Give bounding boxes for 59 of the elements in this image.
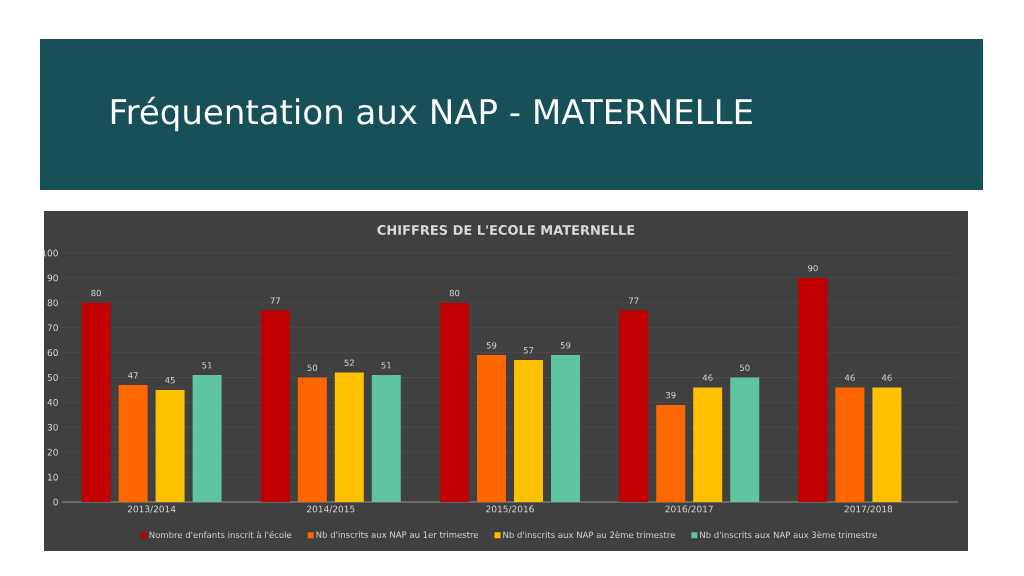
legend-label: Nb d'inscrits aux NAP au 2ème trimestre [503, 531, 675, 539]
data-label: 46 [881, 374, 892, 381]
data-label: 45 [165, 377, 175, 384]
x-tick-label: 2016/2017 [665, 505, 713, 514]
data-label: 50 [307, 364, 318, 371]
y-tick-label: 40 [47, 398, 58, 406]
y-tick-label: 90 [47, 274, 58, 282]
bar [334, 372, 364, 502]
x-tick-label: 2017/2018 [844, 505, 893, 514]
bar [260, 310, 290, 502]
x-tick-label: 2014/2015 [307, 505, 355, 514]
data-label: 80 [91, 289, 101, 297]
data-label: 59 [560, 342, 571, 349]
x-tick-label: 2013/2014 [127, 505, 176, 514]
bar [297, 377, 327, 502]
bar [619, 310, 649, 502]
bar [118, 384, 148, 502]
legend-label: Nb d'inscrits aux NAP au 1er trimestre [316, 531, 479, 538]
bar [371, 375, 401, 502]
data-label: 50 [739, 364, 750, 371]
bar [192, 375, 222, 502]
bar [514, 360, 544, 502]
bar [693, 387, 723, 502]
data-label: 59 [486, 342, 497, 349]
chart-title: Fréquentation aux NAP - MATERNELLE [111, 96, 752, 132]
data-label: 57 [523, 347, 534, 354]
data-label: 77 [628, 297, 639, 304]
legend-label: Nombre d'enfants inscrit à l'école [149, 531, 292, 539]
y-tick-label: 50 [47, 374, 58, 381]
y-tick-label: 60 [47, 349, 58, 356]
data-label: 47 [128, 372, 138, 379]
data-label: 51 [202, 362, 212, 369]
bar [872, 387, 902, 502]
chart-subtitle: CHIFFRES DE L'ECOLE MATERNELLE [377, 225, 635, 235]
data-label: 46 [844, 374, 855, 381]
bar [477, 355, 507, 502]
bar [551, 355, 581, 502]
data-label: 77 [270, 297, 280, 304]
y-tick-label: 10 [48, 473, 58, 481]
bar [440, 302, 469, 502]
data-label: 51 [381, 362, 391, 369]
data-label: 39 [665, 391, 676, 399]
bar [155, 389, 185, 502]
x-tick-label: 2015/2016 [486, 505, 534, 514]
bar [835, 387, 865, 502]
legend-label: Nb d'inscrits aux NAP aux 3ème trimestre [700, 531, 877, 539]
y-tick-label: 70 [47, 324, 58, 332]
bar [656, 404, 686, 502]
bar [81, 302, 111, 502]
y-tick-label: 80 [47, 299, 58, 307]
data-label: 90 [808, 264, 818, 272]
y-tick-label: 0 [53, 498, 58, 506]
data-label: 46 [702, 374, 713, 381]
y-tick-label: 20 [47, 448, 58, 456]
bar [798, 277, 828, 502]
y-tick-label: 30 [47, 423, 58, 431]
data-label: 52 [344, 359, 354, 366]
data-label: 80 [449, 289, 460, 297]
bar [730, 377, 760, 502]
